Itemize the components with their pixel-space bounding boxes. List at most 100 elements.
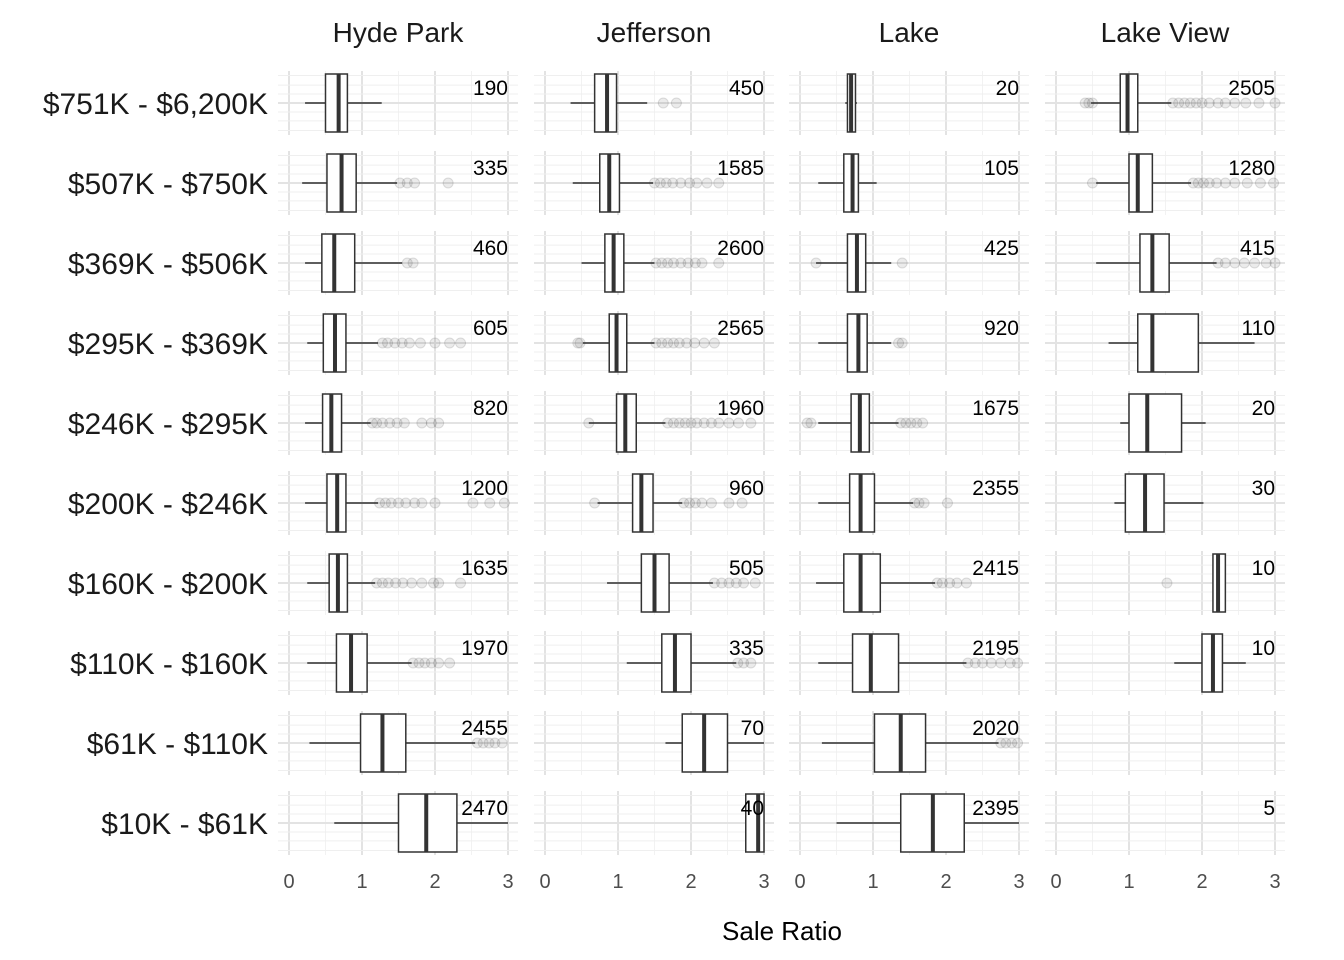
count-label: 2455 bbox=[461, 717, 508, 740]
outlier-point bbox=[713, 417, 725, 429]
box bbox=[1137, 313, 1200, 373]
outlier-point bbox=[403, 337, 415, 349]
outlier-point bbox=[1229, 177, 1241, 189]
outlier-point bbox=[1079, 97, 1091, 109]
outlier-point bbox=[398, 417, 410, 429]
outlier-point bbox=[428, 577, 440, 589]
outlier-point bbox=[900, 417, 912, 429]
outlier-point bbox=[893, 337, 905, 349]
box bbox=[1128, 153, 1154, 213]
outlier-point bbox=[660, 177, 672, 189]
outlier-point bbox=[455, 577, 467, 589]
count-label: 920 bbox=[984, 317, 1019, 340]
outlier-point bbox=[1190, 97, 1202, 109]
count-label: 20 bbox=[996, 77, 1019, 100]
count-label: 605 bbox=[473, 317, 508, 340]
outlier-point bbox=[667, 257, 679, 269]
x-tick-label: 3 bbox=[758, 871, 769, 893]
outlier-point bbox=[498, 497, 510, 509]
outlier-point bbox=[409, 497, 421, 509]
outlier-point bbox=[656, 257, 668, 269]
outlier-point bbox=[409, 177, 421, 189]
outlier-point bbox=[484, 497, 496, 509]
count-label: 1280 bbox=[1228, 157, 1275, 180]
outlier-point bbox=[951, 577, 963, 589]
count-label: 2355 bbox=[972, 477, 1019, 500]
outlier-point bbox=[657, 97, 669, 109]
x-tick-label: 1 bbox=[612, 871, 623, 893]
count-label: 2470 bbox=[461, 797, 508, 820]
count-label: 2600 bbox=[717, 237, 764, 260]
count-label: 20 bbox=[1252, 397, 1275, 420]
outlier-point bbox=[1269, 257, 1281, 269]
outlier-point bbox=[673, 337, 685, 349]
count-label: 415 bbox=[1240, 237, 1275, 260]
outlier-point bbox=[805, 417, 817, 429]
outlier-point bbox=[670, 97, 682, 109]
row-label: $200K - $246K bbox=[68, 488, 268, 521]
outlier-point bbox=[918, 497, 930, 509]
outlier-point bbox=[689, 337, 701, 349]
row-label: $246K - $295K bbox=[68, 408, 268, 441]
outlier-point bbox=[691, 417, 703, 429]
row-label: $295K - $369K bbox=[68, 328, 268, 361]
x-tick-label: 2 bbox=[1196, 871, 1207, 893]
outlier-point bbox=[390, 577, 402, 589]
box bbox=[324, 73, 349, 133]
outlier-point bbox=[896, 257, 908, 269]
outlier-point bbox=[433, 417, 445, 429]
x-tick-label: 0 bbox=[1050, 871, 1061, 893]
outlier-point bbox=[681, 337, 693, 349]
count-label: 820 bbox=[473, 397, 508, 420]
outlier-point bbox=[1012, 657, 1024, 669]
outlier-point bbox=[1249, 257, 1261, 269]
outlier-point bbox=[414, 337, 426, 349]
outlier-point bbox=[995, 657, 1007, 669]
row-label: $507K - $750K bbox=[68, 168, 268, 201]
outlier-point bbox=[1173, 97, 1185, 109]
x-tick-label: 1 bbox=[356, 871, 367, 893]
outlier-point bbox=[401, 177, 413, 189]
count-label: 105 bbox=[984, 157, 1019, 180]
outlier-point bbox=[936, 577, 948, 589]
outlier-point bbox=[723, 417, 735, 429]
box bbox=[1139, 233, 1170, 293]
outlier-point bbox=[960, 577, 972, 589]
outlier-point bbox=[396, 337, 408, 349]
x-tick-label: 1 bbox=[1123, 871, 1134, 893]
facet-title: Hyde Park bbox=[333, 17, 465, 48]
row-label: $369K - $506K bbox=[68, 248, 268, 281]
count-label: 425 bbox=[984, 237, 1019, 260]
outlier-point bbox=[705, 497, 717, 509]
outlier-point bbox=[1260, 257, 1272, 269]
facet-title: Lake View bbox=[1101, 17, 1230, 48]
panels-layer: Hyde Park Jefferson Lake Lake View $751K - $… bbox=[43, 17, 1285, 893]
outlier-point bbox=[691, 177, 703, 189]
outlier-point bbox=[455, 337, 467, 349]
x-tick-label: 3 bbox=[502, 871, 513, 893]
x-tick-label: 2 bbox=[685, 871, 696, 893]
outlier-point bbox=[689, 257, 701, 269]
outlier-point bbox=[1203, 97, 1215, 109]
outlier-point bbox=[379, 497, 391, 509]
outlier-point bbox=[896, 337, 908, 349]
x-axis-title: Sale Ratio bbox=[722, 916, 842, 946]
outlier-point bbox=[1229, 97, 1241, 109]
outlier-point bbox=[400, 497, 412, 509]
facet-title: Jefferson bbox=[597, 17, 712, 48]
count-label: 1675 bbox=[972, 397, 1019, 420]
outlier-point bbox=[483, 737, 495, 749]
outlier-point bbox=[716, 577, 728, 589]
outlier-point bbox=[444, 657, 456, 669]
outlier-point bbox=[969, 657, 981, 669]
outlier-point bbox=[684, 177, 696, 189]
outlier-point bbox=[745, 657, 757, 669]
row-label: $751K - $6,200K bbox=[43, 88, 268, 121]
outlier-point bbox=[382, 577, 394, 589]
x-tick-label: 0 bbox=[283, 871, 294, 893]
outlier-point bbox=[1178, 97, 1190, 109]
x-tick-label: 0 bbox=[794, 871, 805, 893]
outlier-point bbox=[701, 177, 713, 189]
outlier-point bbox=[1269, 97, 1281, 109]
outlier-point bbox=[419, 657, 431, 669]
